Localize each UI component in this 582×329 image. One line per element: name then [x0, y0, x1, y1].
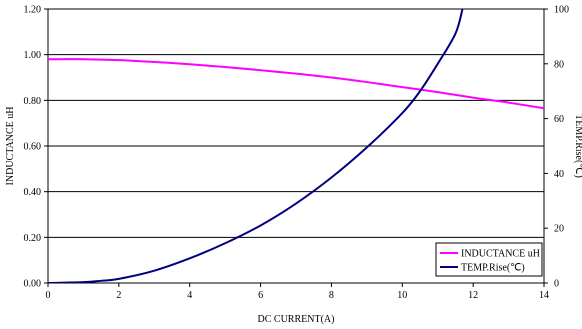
gridlines [48, 54, 544, 238]
y-axis-title: INDUCTANCE uH [5, 107, 16, 186]
y-axis-ticks: 0.00 0.20 0.40 0.60 0.80 1.00 1.20 [24, 5, 48, 290]
y-tick-label: 0.40 [24, 187, 42, 198]
x-tick-label: 12 [468, 290, 478, 301]
y-tick-label: 0.20 [24, 233, 42, 244]
x-axis-title: DC CURRENT(A) [258, 314, 335, 325]
y2-tick-label: 80 [554, 59, 564, 70]
y2-tick-label: 0 [554, 279, 559, 290]
y-tick-label: 0.60 [24, 142, 42, 153]
y2-tick-label: 60 [554, 114, 564, 125]
x-tick-label: 2 [116, 290, 121, 301]
x-axis-ticks: 0 2 4 6 8 10 12 14 [46, 283, 549, 301]
x-tick-label: 8 [329, 290, 334, 301]
legend: INDUCTANCE uH TEMP.Rise(℃) [435, 242, 543, 277]
y2-tick-label: 40 [554, 169, 564, 180]
series-layer [48, 9, 544, 283]
series-temp-rise-line [48, 9, 464, 283]
legend-label-temp-rise: TEMP.Rise(℃) [461, 263, 525, 274]
y2-axis-title: TEMP.Rise(℃) [573, 114, 582, 178]
x-tick-label: 4 [187, 290, 192, 301]
y2-tick-label: 100 [554, 5, 569, 16]
x-tick-label: 6 [258, 290, 263, 301]
x-tick-label: 14 [539, 290, 549, 301]
y2-tick-label: 20 [554, 224, 564, 235]
x-tick-label: 10 [397, 290, 407, 301]
y-tick-label: 1.00 [24, 50, 42, 61]
x-tick-label: 0 [46, 290, 51, 301]
series-inductance-line [48, 58, 544, 110]
y-tick-label: 0.80 [24, 96, 42, 107]
legend-label-inductance: INDUCTANCE uH [461, 249, 540, 260]
legend-box [435, 242, 543, 277]
y-tick-label: 1.20 [24, 5, 42, 16]
y-tick-label: 0.00 [24, 279, 42, 290]
y2-axis-ticks: 0 20 40 60 80 100 [544, 5, 569, 290]
